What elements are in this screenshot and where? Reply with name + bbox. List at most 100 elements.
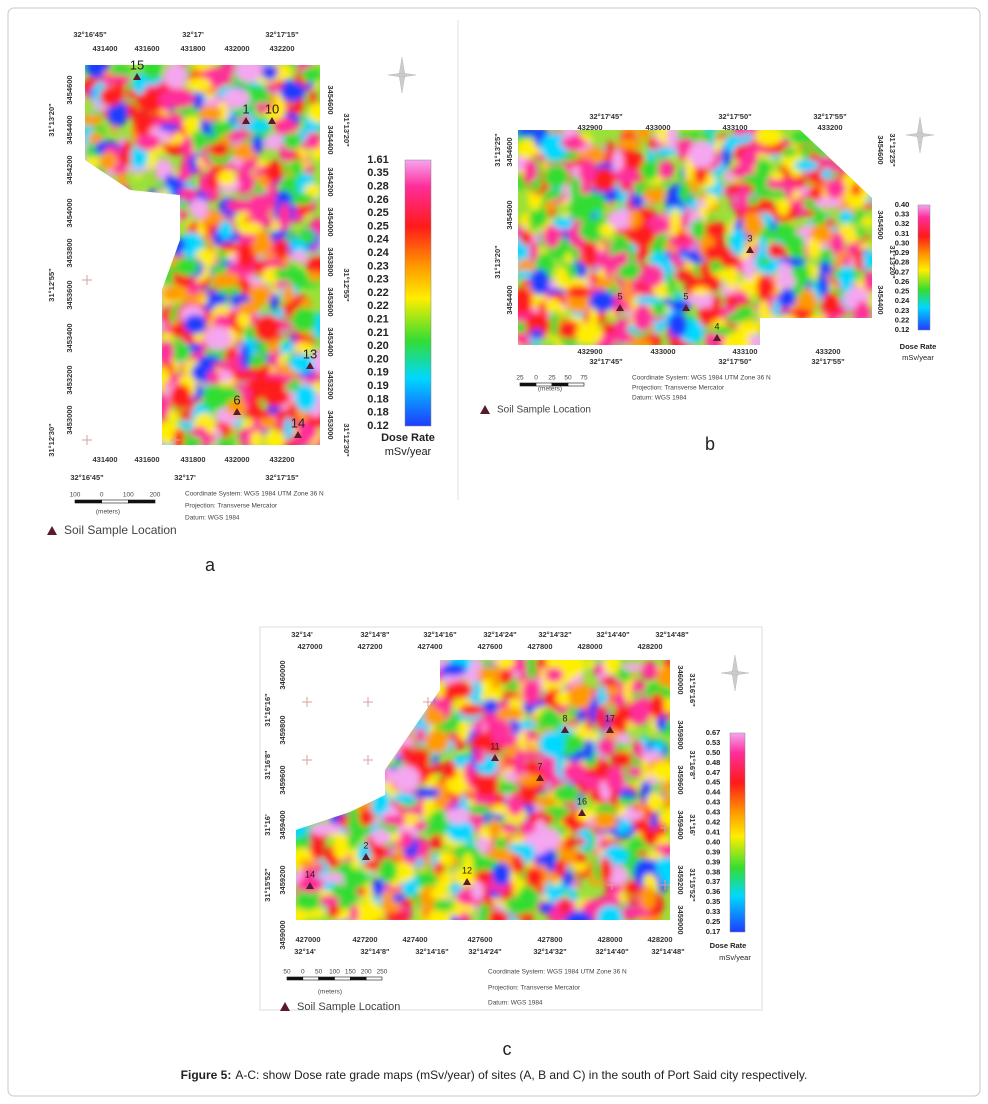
sample-marker — [463, 878, 471, 885]
map-blob — [685, 294, 712, 305]
map-blob — [711, 325, 735, 336]
coordinate-info: Projection: Transverse Mercator — [185, 503, 278, 510]
sample-legend-label: Soil Sample Location — [497, 405, 591, 416]
legend-value: 0.44 — [706, 788, 721, 797]
map-blob — [524, 159, 538, 182]
coordinate-label: 31°16' — [688, 814, 697, 836]
coordinate-label: 32°17'55" — [813, 112, 847, 121]
map-blob — [467, 804, 491, 815]
map-blob — [631, 191, 644, 211]
map-blob — [305, 255, 320, 276]
map-blob — [378, 858, 398, 883]
sample-label: 1 — [242, 101, 249, 116]
map-blob — [646, 791, 664, 811]
map-blob — [662, 793, 670, 811]
panel-frame — [259, 626, 763, 1011]
map-blob — [496, 707, 523, 722]
panel-label: a — [205, 555, 216, 575]
map-blob — [595, 705, 607, 731]
map-blob — [458, 912, 471, 920]
map-blob — [104, 74, 131, 86]
map-blob — [106, 100, 129, 127]
map-blob — [203, 302, 215, 312]
map-blob — [575, 322, 603, 345]
map-blob — [742, 256, 755, 281]
map-blob — [490, 718, 511, 746]
map-blob — [554, 266, 569, 289]
map-blob — [133, 72, 146, 95]
coordinate-label: 31°12'30" — [342, 423, 351, 457]
north-arrow — [387, 56, 417, 94]
legend-value: 0.25 — [706, 917, 721, 926]
legend-value: 0.43 — [706, 798, 721, 807]
sample-label: 12 — [462, 865, 472, 875]
map-blob — [518, 321, 529, 334]
map-blob — [349, 904, 359, 920]
map-blob — [640, 780, 651, 800]
legend-value: 0.31 — [895, 229, 910, 238]
legend-value: 0.26 — [895, 277, 910, 286]
map-blob — [407, 747, 431, 768]
legend-value: 0.21 — [367, 327, 388, 339]
coordinate-label: 31°16'8" — [263, 750, 272, 780]
map-blob — [183, 314, 207, 335]
map-blob — [545, 806, 572, 816]
sample-label: 8 — [562, 713, 567, 723]
map-blob — [230, 142, 259, 161]
map-blob — [432, 899, 455, 912]
map-blob — [847, 194, 867, 209]
map-blob — [758, 257, 770, 267]
scale-segment — [74, 499, 102, 504]
sample-marker — [578, 809, 586, 816]
coordinate-label: 3453800 — [326, 247, 335, 276]
map-blob — [772, 299, 781, 319]
map-blob — [452, 844, 481, 860]
map-blob — [578, 721, 587, 739]
map-blob — [542, 828, 561, 851]
coordinate-info: Coordinate System: WGS 1984 UTM Zone 36 … — [632, 375, 771, 382]
map-blob — [434, 862, 445, 874]
map-blob — [703, 221, 727, 238]
map-blob — [415, 727, 426, 743]
sample-label: 5 — [683, 291, 688, 301]
map-blob — [802, 198, 816, 209]
map-blob — [756, 274, 773, 301]
sample-marker — [133, 73, 141, 80]
coordinate-label: 431800 — [180, 44, 205, 53]
map-blob — [636, 695, 651, 711]
map-blob — [491, 862, 511, 886]
map-blob — [719, 251, 741, 269]
coordinate-label: 3459400 — [676, 810, 685, 839]
map-blob — [511, 854, 523, 868]
sample-label: 3 — [747, 233, 752, 243]
map-blob — [560, 137, 588, 149]
sample-label: 14 — [305, 869, 315, 879]
map-blob — [667, 130, 678, 150]
map-blob — [538, 731, 566, 757]
map-blob — [543, 189, 563, 200]
map-blob — [307, 102, 320, 123]
map-blob — [726, 312, 746, 323]
map-blob — [568, 682, 593, 710]
coordinate-label: 32°14'8" — [360, 947, 390, 956]
legend-value: 0.29 — [895, 248, 910, 257]
map-blob — [356, 887, 367, 897]
map-blob — [778, 288, 796, 309]
map-blob — [627, 766, 643, 778]
sample-marker — [268, 117, 276, 124]
coordinate-label: 433100 — [722, 123, 747, 132]
map-blob — [612, 797, 635, 806]
map-blob — [170, 341, 191, 363]
legend-value: 0.25 — [895, 287, 910, 296]
sample-label: 15 — [130, 57, 144, 72]
map-blob — [806, 172, 826, 184]
legend-value: 0.12 — [895, 325, 910, 334]
map-blob — [384, 911, 411, 920]
map-blob — [296, 908, 308, 920]
map-blob — [294, 384, 317, 412]
legend-value: 0.19 — [367, 367, 388, 379]
map-blob — [703, 245, 724, 261]
coordinate-label: 32°17'45" — [589, 357, 623, 366]
coordinate-label: 3454000 — [65, 198, 74, 227]
coordinate-label: 3459000 — [676, 905, 685, 934]
